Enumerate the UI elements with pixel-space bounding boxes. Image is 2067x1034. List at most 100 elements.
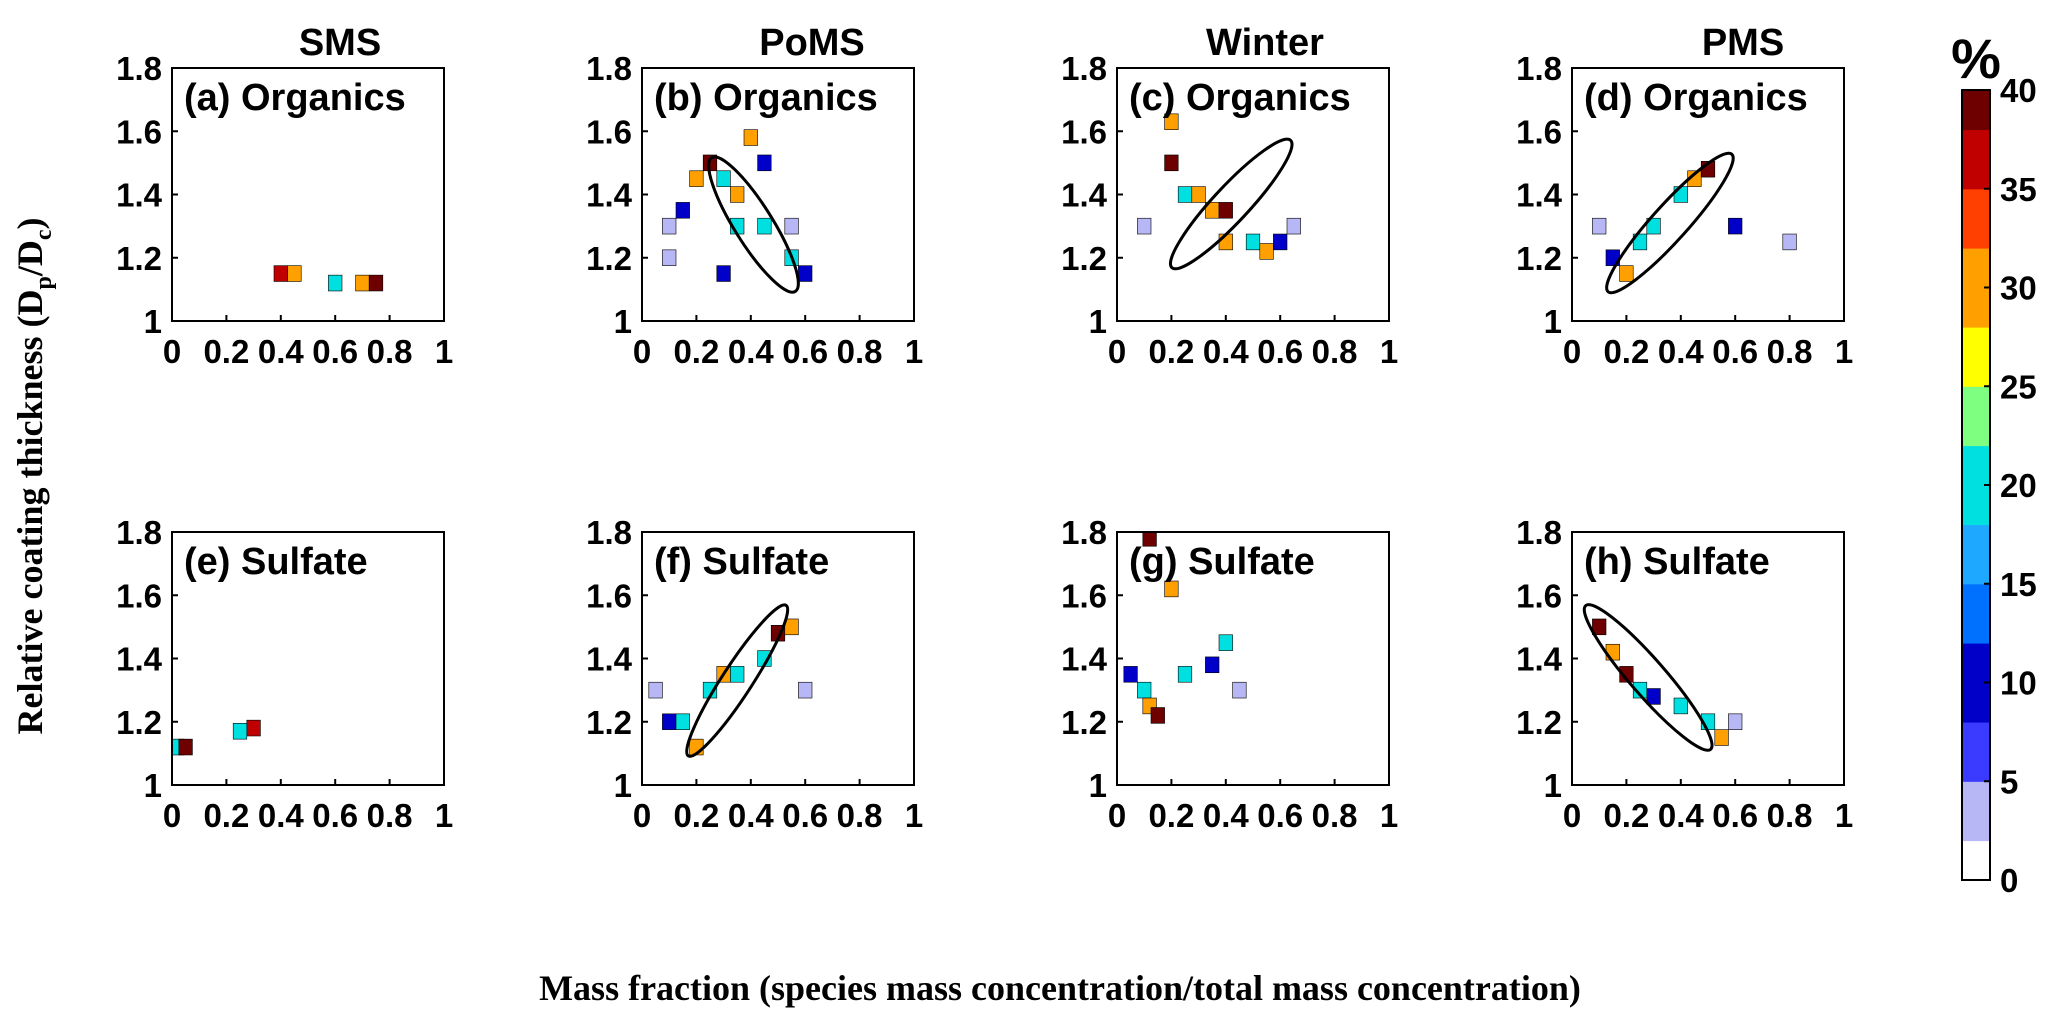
x-tick-label: 0.8: [837, 797, 883, 834]
x-tick-label: 1: [1835, 797, 1853, 834]
x-tick-label: 0.8: [367, 797, 413, 834]
heatmap-cells: [1592, 618, 1743, 746]
heatmap-cell: [1286, 217, 1301, 235]
colorbar-segment: [1962, 485, 1990, 506]
y-tick-label: 1: [1089, 767, 1107, 804]
colorbar-segment: [1962, 287, 1990, 308]
colorbar-tick-label: 35: [2000, 171, 2037, 208]
heatmap-cell: [1782, 233, 1797, 251]
heatmap-cell: [246, 719, 261, 737]
heatmap-cell: [1632, 233, 1648, 251]
x-tick-label: 0.4: [1203, 333, 1250, 370]
x-tick-label: 0.8: [1312, 333, 1358, 370]
heatmap-cells: [1137, 113, 1301, 260]
y-tick-label: 1.4: [116, 641, 163, 678]
x-tick-label: 1: [905, 333, 923, 370]
column-title-poms: PoMS: [759, 22, 865, 64]
colorbar-segment: [1962, 524, 1990, 545]
colorbar-segment: [1962, 544, 1990, 565]
colorbar-segment: [1962, 149, 1990, 170]
highlight-ellipse: [1605, 151, 1735, 295]
colorbar-segment: [1962, 583, 1990, 605]
heatmap-cell: [1177, 186, 1193, 203]
heatmap-cell: [1164, 580, 1179, 598]
heatmap-cell: [675, 202, 690, 219]
colorbar-segment: [1962, 267, 1990, 289]
heatmap-cell: [1123, 666, 1138, 683]
colorbar-unit: %: [1951, 27, 2001, 90]
y-tick-label: 1.2: [116, 240, 162, 277]
heatmap-cells: [273, 265, 384, 292]
x-tick-label: 0: [163, 333, 181, 370]
x-tick-label: 0.2: [203, 797, 249, 834]
heatmap-cells: [1592, 160, 1797, 282]
heatmap-cell: [1218, 634, 1233, 651]
highlight-ellipse: [707, 155, 800, 294]
colorbar-segment: [1962, 327, 1990, 348]
x-tick-label: 0.4: [1658, 797, 1705, 834]
heatmap-cell: [1646, 688, 1661, 705]
colorbar-segment: [1962, 643, 1990, 664]
colorbar-tick-label: 5: [2000, 763, 2018, 800]
x-tick-label: 0.2: [673, 333, 719, 370]
heatmap-cell: [232, 723, 248, 740]
heatmap-cell: [1232, 681, 1247, 699]
heatmap-cell: [1150, 707, 1165, 724]
x-tick-label: 0.2: [1148, 333, 1194, 370]
y-tick-label: 1.8: [1516, 50, 1562, 87]
y-tick-label: 1: [1544, 303, 1562, 340]
heatmap-cell: [1137, 217, 1152, 235]
y-tick-label: 1.4: [586, 177, 633, 214]
y-tick-label: 1: [144, 767, 162, 804]
x-tick-label: 0: [633, 797, 651, 834]
x-tick-label: 1: [905, 797, 923, 834]
panel-esulfate: (e) Sulfate 0 0.2 0.4 0.6 0.8 1 1 1.2 1.4 1.6 1.8: [116, 514, 453, 834]
colorbar-segment: [1962, 445, 1990, 466]
heatmap-cell: [662, 249, 677, 266]
x-tick-label: 0: [163, 797, 181, 834]
heatmap-cell: [1142, 532, 1157, 547]
x-axis-label: Mass fraction (species mass concentratio…: [539, 968, 1581, 1008]
column-title-sms: SMS: [299, 22, 381, 64]
y-tick-label: 1.6: [586, 577, 632, 614]
x-tick-label: 0.8: [367, 333, 413, 370]
colorbar-segment: [1962, 465, 1990, 486]
x-tick-label: 0.6: [1712, 333, 1758, 370]
colorbar-segment: [1962, 208, 1990, 229]
y-tick-label: 1.2: [1516, 704, 1562, 741]
heatmap-cell: [662, 217, 677, 235]
y-tick-label: 1.2: [586, 704, 632, 741]
x-tick-label: 0.6: [1712, 797, 1758, 834]
column-title-winter: Winter: [1206, 22, 1324, 64]
colorbar-segment: [1962, 129, 1990, 150]
highlight-ellipse: [1582, 603, 1714, 752]
panel-dorganics: (d) Organics 0 0.2 0.4 0.6 0.8 1 1 1.2 1.4 1.6 1.8: [1516, 50, 1853, 370]
colorbar-tick-label: 40: [2000, 72, 2037, 109]
y-tick-label: 1.4: [1061, 177, 1108, 214]
x-tick-label: 0.2: [1148, 797, 1194, 834]
panel-label: (f) Sulfate: [654, 541, 829, 583]
y-tick-label: 1.6: [116, 577, 162, 614]
y-tick-label: 1.6: [116, 113, 162, 150]
y-tick-label: 1.2: [1061, 240, 1107, 277]
heatmap-cell: [178, 738, 193, 756]
heatmap-cells: [172, 719, 261, 756]
x-tick-label: 0.6: [312, 797, 358, 834]
colorbar-segment: [1962, 564, 1990, 585]
highlight-ellipse: [685, 603, 790, 758]
heatmap-cell: [1245, 233, 1261, 251]
heatmap-cell: [662, 713, 677, 730]
y-tick-label: 1.2: [1061, 704, 1107, 741]
colorbar-tick-label: 10: [2000, 665, 2037, 702]
x-tick-label: 0.4: [1658, 333, 1705, 370]
y-tick-label: 1: [614, 303, 632, 340]
panel-label: (a) Organics: [184, 77, 406, 119]
y-tick-label: 1.4: [1061, 641, 1108, 678]
x-tick-label: 0.8: [1767, 797, 1813, 834]
panel-label: (g) Sulfate: [1129, 541, 1315, 583]
heatmap-cell: [1164, 113, 1179, 130]
y-tick-label: 1.6: [1061, 577, 1107, 614]
heatmap-cell: [716, 170, 731, 187]
